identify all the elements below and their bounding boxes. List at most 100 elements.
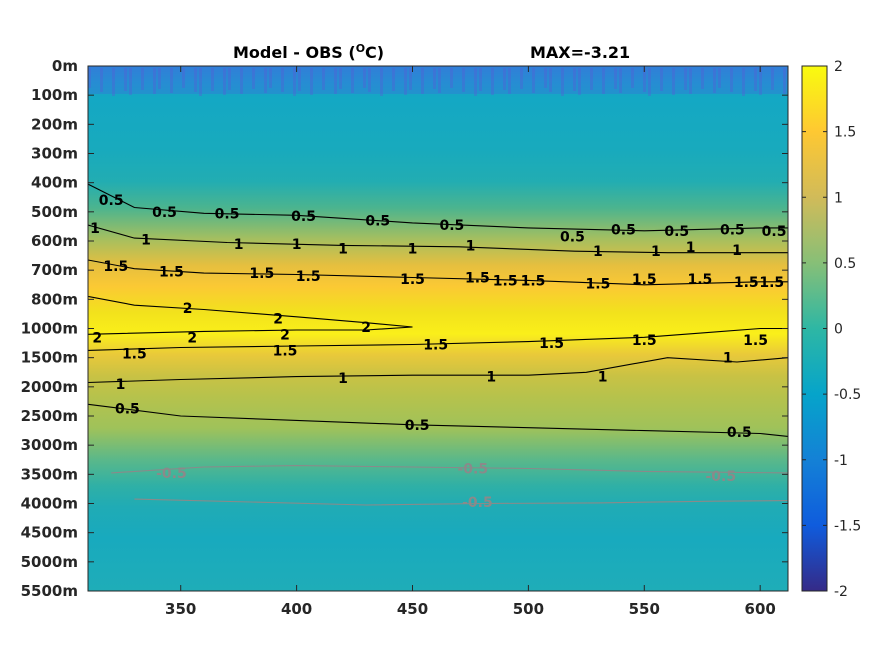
contour-label: 2: [361, 320, 371, 336]
surface-noise-streak: [660, 68, 663, 91]
surface-noise-streak: [392, 68, 395, 91]
surface-noise-streak: [404, 68, 407, 95]
surface-noise-streak: [491, 68, 494, 95]
contour-label: -0.5: [462, 495, 493, 511]
contour-label: 2: [183, 301, 193, 317]
contour-label: 1: [141, 233, 151, 249]
surface-noise-streak: [771, 68, 774, 90]
contour-line: [134, 498, 788, 506]
contour-line: [88, 357, 788, 384]
contour-label: 1: [732, 243, 742, 259]
surface-noise-streak: [194, 68, 197, 92]
contour-label: 1: [486, 370, 496, 386]
surface-noise-streak: [334, 68, 337, 94]
contour-label: 1.5: [759, 275, 784, 291]
y-tick-label: 5500m: [21, 582, 78, 600]
contour-label: 0.5: [727, 425, 752, 441]
y-tick-label: 500m: [31, 203, 78, 221]
surface-noise-streak: [433, 68, 436, 89]
surface-noise-streak: [100, 68, 103, 92]
surface-noise-streak: [631, 68, 634, 88]
surface-noise-streak: [544, 68, 547, 88]
heatmap-field: [88, 66, 788, 591]
contour-label: 0.5: [365, 214, 390, 230]
x-tick-label: 400: [281, 600, 312, 618]
y-tick-label: 100m: [31, 86, 78, 104]
contour-label: 0.5: [611, 222, 636, 238]
surface-noise-streak: [742, 68, 745, 96]
contour-labels: 0.50.5 0.5 0.5 0.5 0.50.5 0.5 0.5 0.5 0.511 1 1 1 1 1…: [90, 193, 786, 511]
colorbar-tick-label: -1: [834, 453, 848, 469]
surface-noise-streak: [730, 68, 733, 92]
contour-label: 0.5: [99, 193, 124, 209]
surface-noise-streak: [363, 68, 366, 88]
contour-label: 1: [598, 370, 608, 386]
surface-noise-streak: [701, 68, 704, 89]
surface-noise-streak: [520, 68, 523, 89]
contour-label: 1: [338, 371, 348, 387]
y-tick-label: 5000m: [21, 553, 78, 571]
y-tick-label: 1000m: [21, 320, 78, 338]
surface-noise-streak: [648, 68, 651, 96]
surface-noise-streak: [421, 68, 424, 94]
contour-label: 0.5: [152, 205, 177, 221]
surface-noise-streak: [532, 68, 535, 93]
contour-label: 2: [273, 311, 283, 327]
surface-noise-streak: [508, 68, 511, 94]
surface-noise-streak: [228, 68, 231, 90]
y-tick-label: 3000m: [21, 436, 78, 454]
x-tick-label: 550: [629, 600, 660, 618]
surface-noise-streak: [573, 68, 576, 91]
colorbar-tick-label: -2: [834, 584, 848, 600]
contour-line: [88, 327, 788, 351]
surface-noise-streak: [409, 68, 412, 90]
contour-label: 1: [723, 351, 733, 367]
y-tick-label: 4500m: [21, 524, 78, 542]
surface-noise-streak: [759, 68, 762, 95]
contour-line: [88, 224, 788, 254]
contour-label: 0.5: [291, 209, 316, 225]
y-tick-label: 0m: [52, 57, 78, 75]
contour-label: 1: [116, 377, 126, 393]
contour-label: 1: [651, 244, 661, 260]
contour-label: -0.5: [705, 469, 736, 485]
contour-label: 0.5: [115, 402, 140, 418]
surface-noise-streak: [561, 68, 564, 96]
x-tick-label: 600: [745, 600, 776, 618]
contour-label: 2: [280, 327, 290, 343]
y-tick-label: 800m: [31, 290, 78, 308]
surface-noise-streak: [281, 68, 284, 92]
contour-label: 1.5: [632, 272, 657, 288]
y-tick-label: 600m: [31, 232, 78, 250]
heatmap-texture: [88, 66, 788, 96]
surface-noise-streak: [182, 68, 185, 88]
contour-label: 1: [338, 241, 348, 257]
colorbar-tick-label: -0.5: [834, 387, 861, 403]
contour-label: 1: [90, 221, 100, 237]
contour-label: 1: [292, 237, 302, 253]
surface-noise-streak: [578, 68, 581, 95]
y-tick-label: 2000m: [21, 378, 78, 396]
y-tick-label: 4000m: [21, 495, 78, 513]
surface-noise-streak: [783, 68, 786, 94]
surface-noise-streak: [298, 68, 301, 91]
y-tick-label: 3500m: [21, 465, 78, 483]
contour-label: 1.5: [586, 276, 611, 292]
contour-label: 0.5: [720, 222, 745, 238]
y-axis: 0m 100m 200m 300m 400m 500m 600m 700m 800m 1000m 1…: [21, 57, 788, 600]
max-annotation: MAX=-3.21: [530, 43, 630, 62]
surface-noise-streak: [141, 68, 144, 90]
surface-noise-streak: [269, 68, 272, 88]
contour-label: 1.5: [493, 273, 518, 289]
colorbar-tick-label: 1.5: [834, 125, 856, 141]
colorbar-tick-label: 2: [834, 59, 843, 75]
contour-label: 1.5: [296, 269, 321, 285]
x-axis: 350 400 450 500 550 600: [165, 66, 776, 618]
contour-line: [88, 259, 788, 286]
contour-line: [111, 465, 788, 474]
contour-lines: [88, 183, 788, 506]
colorbar-ticks: 2 1.5 1 0.5 0 -0.5 -1 -1.5 -2: [802, 59, 861, 600]
surface-noise-streak: [689, 68, 692, 94]
y-tick-label: 300m: [31, 145, 78, 163]
contour-label: 1.5: [632, 333, 657, 349]
